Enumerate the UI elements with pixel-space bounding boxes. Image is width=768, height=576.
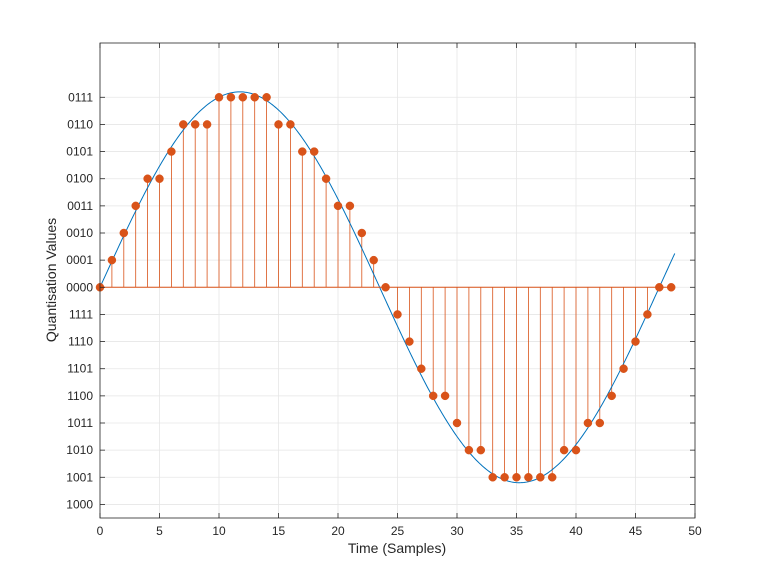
- x-tick-label: 20: [331, 524, 345, 538]
- y-tick-label: 0010: [66, 226, 93, 240]
- stem-marker: [119, 228, 129, 238]
- x-tick-label: 5: [156, 524, 163, 538]
- y-tick-label: 1000: [66, 497, 93, 511]
- x-tick-label: 30: [450, 524, 464, 538]
- stem-marker: [393, 310, 402, 319]
- y-tick-label: 0101: [66, 145, 93, 159]
- stem-marker: [274, 120, 283, 129]
- stem-marker: [476, 445, 486, 455]
- stem-marker: [500, 473, 509, 482]
- stem-marker: [547, 473, 557, 482]
- y-tick-label: 1001: [66, 470, 93, 484]
- stem-marker: [428, 391, 438, 401]
- stem-marker: [286, 120, 295, 129]
- x-tick-labels: 0 5 10 15 20 25 30 35 40 45 50: [97, 524, 702, 538]
- stem-marker: [131, 201, 140, 211]
- stem-marker: [226, 93, 236, 102]
- x-tick-label: 35: [510, 524, 524, 538]
- sample-markers: [95, 93, 676, 482]
- y-tick-label: 0111: [68, 90, 93, 104]
- stem-marker: [167, 147, 176, 156]
- stem-marker: [250, 93, 259, 102]
- signal-curve: [99, 91, 676, 484]
- stem-marker: [440, 391, 450, 401]
- stem-marker: [143, 174, 152, 183]
- y-tick-label: 0110: [67, 117, 93, 131]
- stem-marker: [345, 201, 355, 211]
- stem-marker: [202, 120, 212, 129]
- stem-marker: [464, 445, 474, 455]
- x-tick-label: 15: [272, 524, 286, 538]
- stem-marker: [417, 364, 426, 373]
- stem-marker: [583, 418, 593, 428]
- x-tick-label: 10: [212, 524, 226, 538]
- stem-marker: [512, 473, 521, 482]
- y-tick-label: 1110: [68, 335, 93, 349]
- stem-marker: [107, 255, 117, 265]
- stem-marker: [631, 337, 640, 346]
- y-tick-labels: 1000 1001 1010 1011 1100 1101 1110 1111 0000 0001…: [66, 90, 93, 511]
- x-tick-label: 0: [97, 524, 104, 538]
- stem-marker: [595, 418, 605, 428]
- stem-marker: [214, 93, 224, 102]
- stem-marker: [607, 391, 616, 401]
- stem-marker: [524, 473, 533, 482]
- stem-marker: [405, 337, 414, 346]
- stem-marker: [190, 120, 200, 129]
- stem-marker: [536, 473, 545, 482]
- stem-marker: [298, 147, 307, 156]
- x-axis-label: Time (Samples): [348, 540, 446, 556]
- y-tick-label: 1010: [66, 443, 93, 457]
- stem-marker: [369, 255, 378, 265]
- x-tick-label: 50: [688, 524, 702, 538]
- y-tick-label: 0000: [66, 280, 93, 294]
- stem-marker: [262, 93, 271, 102]
- y-tick-label: 1011: [67, 416, 93, 430]
- y-tick-label: 0100: [66, 172, 93, 186]
- y-tick-label: 1101: [67, 362, 93, 376]
- x-tick-label: 45: [629, 524, 643, 538]
- y-tick-label: 1111: [69, 307, 93, 321]
- stem-marker: [321, 174, 331, 183]
- stem-marker: [357, 228, 367, 238]
- stem-marker: [619, 364, 628, 373]
- stem-marker: [179, 120, 188, 129]
- x-tick-label: 40: [569, 524, 583, 538]
- stem-marker: [333, 201, 343, 211]
- stem-marker: [643, 310, 652, 319]
- stem-marker: [155, 174, 164, 183]
- y-tick-label: 0001: [66, 253, 93, 267]
- stem-marker: [559, 445, 569, 455]
- stem-marker: [452, 418, 462, 428]
- stem-marker: [238, 93, 248, 102]
- stem-marker: [309, 147, 319, 156]
- stem-marker: [488, 473, 497, 482]
- y-tick-label: 1100: [67, 389, 93, 403]
- tick-marks: [99, 43, 696, 518]
- x-tick-label: 25: [391, 524, 405, 538]
- y-tick-label: 0011: [67, 199, 93, 213]
- stem-marker: [571, 445, 581, 455]
- y-axis-label: Quantisation Values: [43, 218, 59, 342]
- stem-lines: [111, 97, 648, 478]
